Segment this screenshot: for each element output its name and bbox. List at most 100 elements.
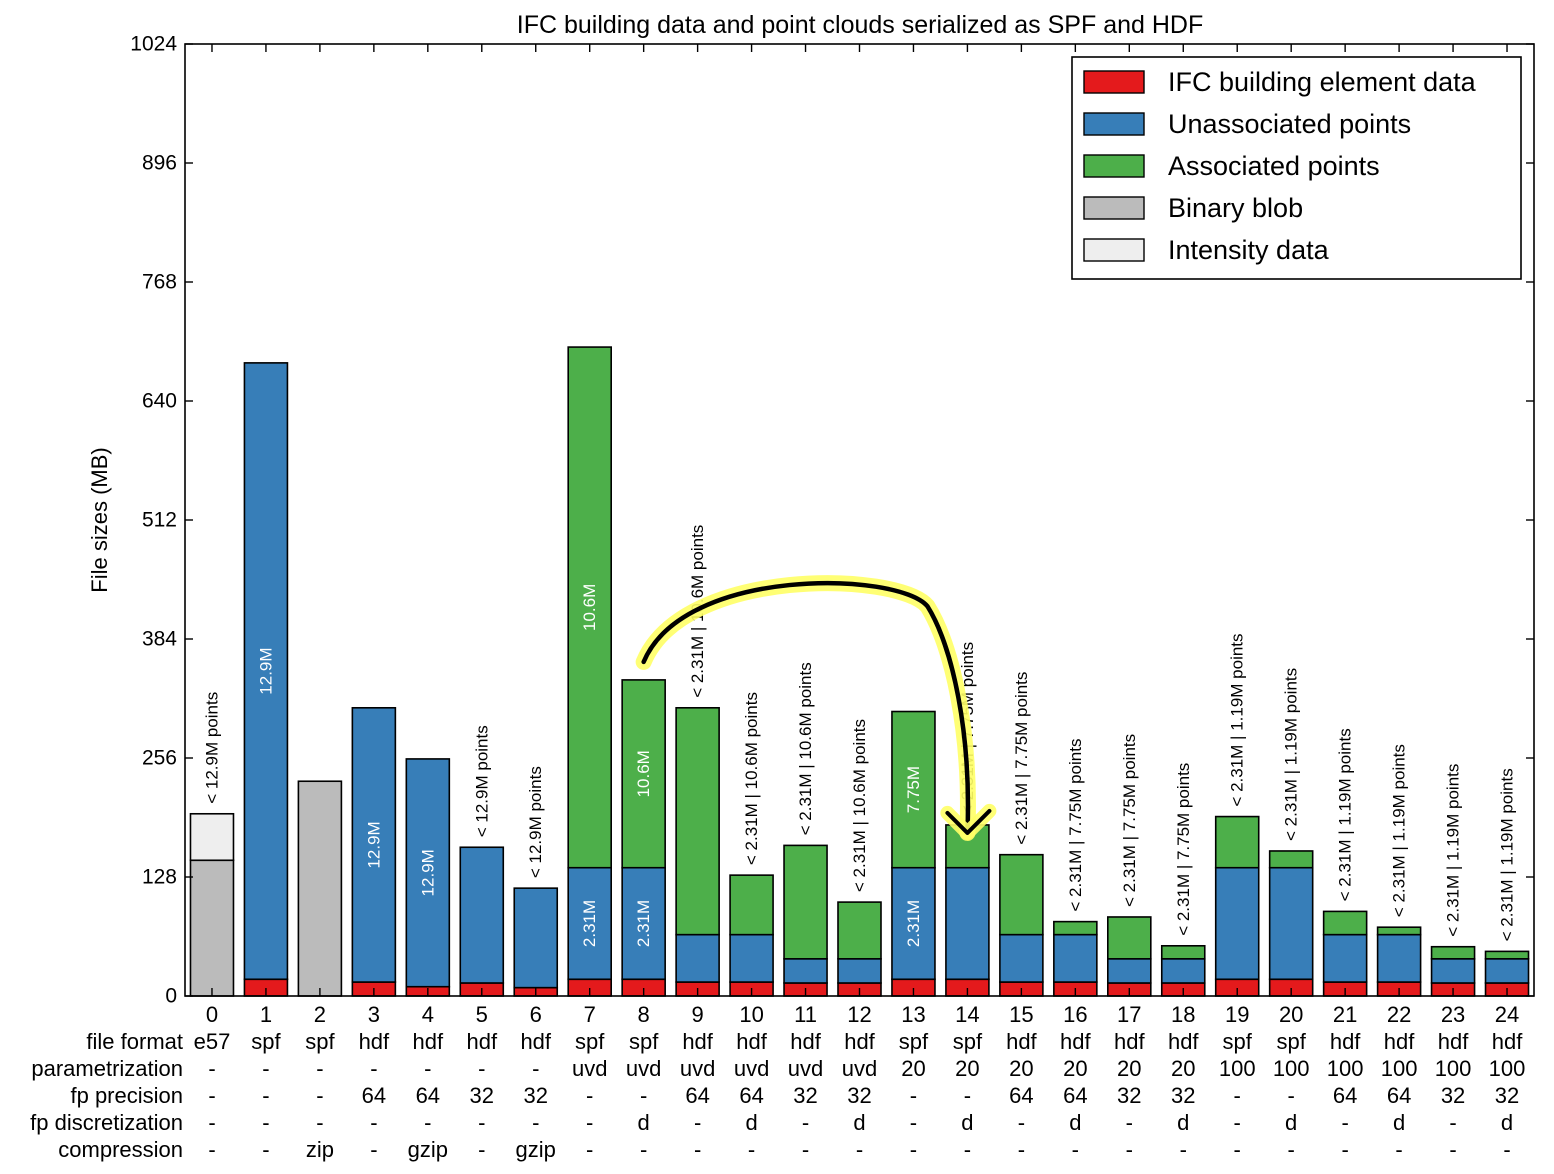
segment-label: 10.6M	[580, 584, 599, 631]
bar-segment	[729, 933, 774, 983]
legend: IFC building element data Unassociated po…	[1071, 56, 1522, 280]
table-cell: 20	[901, 1056, 925, 1081]
table-cell: -	[532, 1056, 539, 1081]
bar-segment	[1107, 958, 1152, 984]
table-cell: uvd	[788, 1056, 823, 1081]
table-cell: hdf	[520, 1029, 551, 1054]
table-cell: 20	[1171, 1056, 1195, 1081]
table-cell: 32	[1171, 1083, 1195, 1108]
y-tick-label: 128	[142, 866, 177, 889]
x-tick-label: 1	[260, 1002, 272, 1027]
y-tick-label: 384	[142, 628, 177, 651]
table-cell: 32	[1117, 1083, 1141, 1108]
table-row-label: fp precision	[70, 1083, 183, 1108]
bars-layer: 12.9M 12.9M 12.9M 2.31M 10.6M 2.31M 10.6M 2.31M…	[189, 346, 1530, 997]
table-cell: 64	[1387, 1083, 1411, 1108]
legend-swatch	[1083, 112, 1145, 136]
table-cell: 32	[1495, 1083, 1519, 1108]
legend-label: IFC building element data	[1168, 67, 1477, 97]
table-cell: -	[316, 1110, 323, 1135]
legend-swatch	[1083, 70, 1145, 94]
table-cell: hdf	[1330, 1029, 1361, 1054]
table-cell: -	[1018, 1137, 1025, 1162]
table-cell: hdf	[1492, 1029, 1523, 1054]
table-cell: 64	[1333, 1083, 1357, 1108]
table-cell: -	[1234, 1083, 1241, 1108]
bar-segment	[189, 812, 235, 862]
bar-segment	[729, 874, 774, 936]
x-tick-label: 6	[530, 1002, 542, 1027]
table-cell: -	[1126, 1137, 1133, 1162]
table-cell: d	[638, 1110, 650, 1135]
x-tick-label: 24	[1495, 1002, 1519, 1027]
x-tick-label: 3	[368, 1002, 380, 1027]
x-tick-label: 7	[584, 1002, 596, 1027]
y-tick-label: 640	[142, 390, 177, 413]
x-tick-label: 0	[206, 1002, 218, 1027]
segment-label: 12.9M	[364, 821, 383, 868]
table-cell: 64	[416, 1083, 440, 1108]
bar-segment	[837, 901, 882, 960]
bar-segment	[1484, 958, 1530, 984]
table-cell: -	[586, 1110, 593, 1135]
bar-segment	[1160, 944, 1206, 960]
table-cell: 20	[1117, 1056, 1141, 1081]
table-cell: 32	[523, 1083, 547, 1108]
bar-segment	[243, 362, 289, 981]
table-cell: -	[370, 1056, 377, 1081]
segment-label: 12.9M	[256, 647, 275, 694]
segment-label: 2.31M	[580, 900, 599, 947]
x-tick-label: 21	[1333, 1002, 1357, 1027]
table-cell: -	[802, 1110, 809, 1135]
table-cell: -	[262, 1083, 269, 1108]
bar-segment	[675, 706, 720, 936]
table-cell: d	[1393, 1110, 1405, 1135]
table-cell: -	[208, 1137, 215, 1162]
table-cell: 64	[1063, 1083, 1087, 1108]
table-cell: -	[910, 1110, 917, 1135]
table-cell: -	[586, 1083, 593, 1108]
table-cell: 100	[1381, 1056, 1418, 1081]
table-cell: -	[1018, 1110, 1025, 1135]
bar-annotation: < 2.31M | 1.19M points	[1282, 668, 1301, 841]
table-cell: -	[262, 1137, 269, 1162]
bar-segment	[1376, 926, 1422, 936]
x-tick-label: 12	[847, 1002, 871, 1027]
table-cell: -	[370, 1137, 377, 1162]
table-cell: hdf	[466, 1029, 497, 1054]
bar-segment	[891, 710, 936, 869]
y-tick-label: 512	[142, 509, 177, 532]
x-tick-label: 16	[1063, 1002, 1087, 1027]
bar-segment	[351, 706, 397, 983]
bar-segment	[891, 866, 936, 981]
table-cell: -	[262, 1110, 269, 1135]
table-cell: 100	[1219, 1056, 1256, 1081]
table-cell: -	[478, 1137, 485, 1162]
table-cell: -	[640, 1083, 647, 1108]
bar-annotation: < 2.31M | 10.6M points	[796, 662, 815, 835]
table-cell: -	[532, 1110, 539, 1135]
table-cell: hdf	[1060, 1029, 1091, 1054]
table-row-label: compression	[58, 1137, 183, 1162]
table-cell: hdf	[1384, 1029, 1415, 1054]
y-tick-label: 1024	[130, 33, 177, 56]
table-cell: gzip	[408, 1137, 448, 1162]
x-tick-label: 5	[476, 1002, 488, 1027]
table-cell: hdf	[1114, 1029, 1145, 1054]
table-cell: 64	[739, 1083, 763, 1108]
segment-label: 10.6M	[634, 750, 653, 797]
bar-segment	[405, 758, 451, 988]
bar-segment	[999, 933, 1044, 983]
segment-label: 7.75M	[904, 766, 923, 813]
table-cell: hdf	[359, 1029, 390, 1054]
table-cell: -	[1072, 1137, 1079, 1162]
table-cell: hdf	[413, 1029, 444, 1054]
table-row-label: file format	[86, 1029, 183, 1054]
bar-annotation: < 12.9M points	[526, 766, 545, 878]
x-tick-label: 4	[422, 1002, 434, 1027]
table-cell: -	[1288, 1083, 1295, 1108]
table-cell: 64	[362, 1083, 386, 1108]
table-cell: uvd	[680, 1056, 715, 1081]
table-cell: d	[1069, 1110, 1081, 1135]
